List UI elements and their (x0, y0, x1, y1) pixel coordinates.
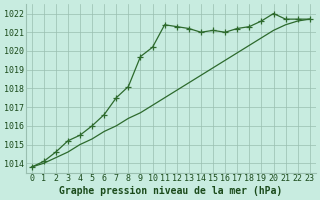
X-axis label: Graphe pression niveau de la mer (hPa): Graphe pression niveau de la mer (hPa) (59, 186, 282, 196)
